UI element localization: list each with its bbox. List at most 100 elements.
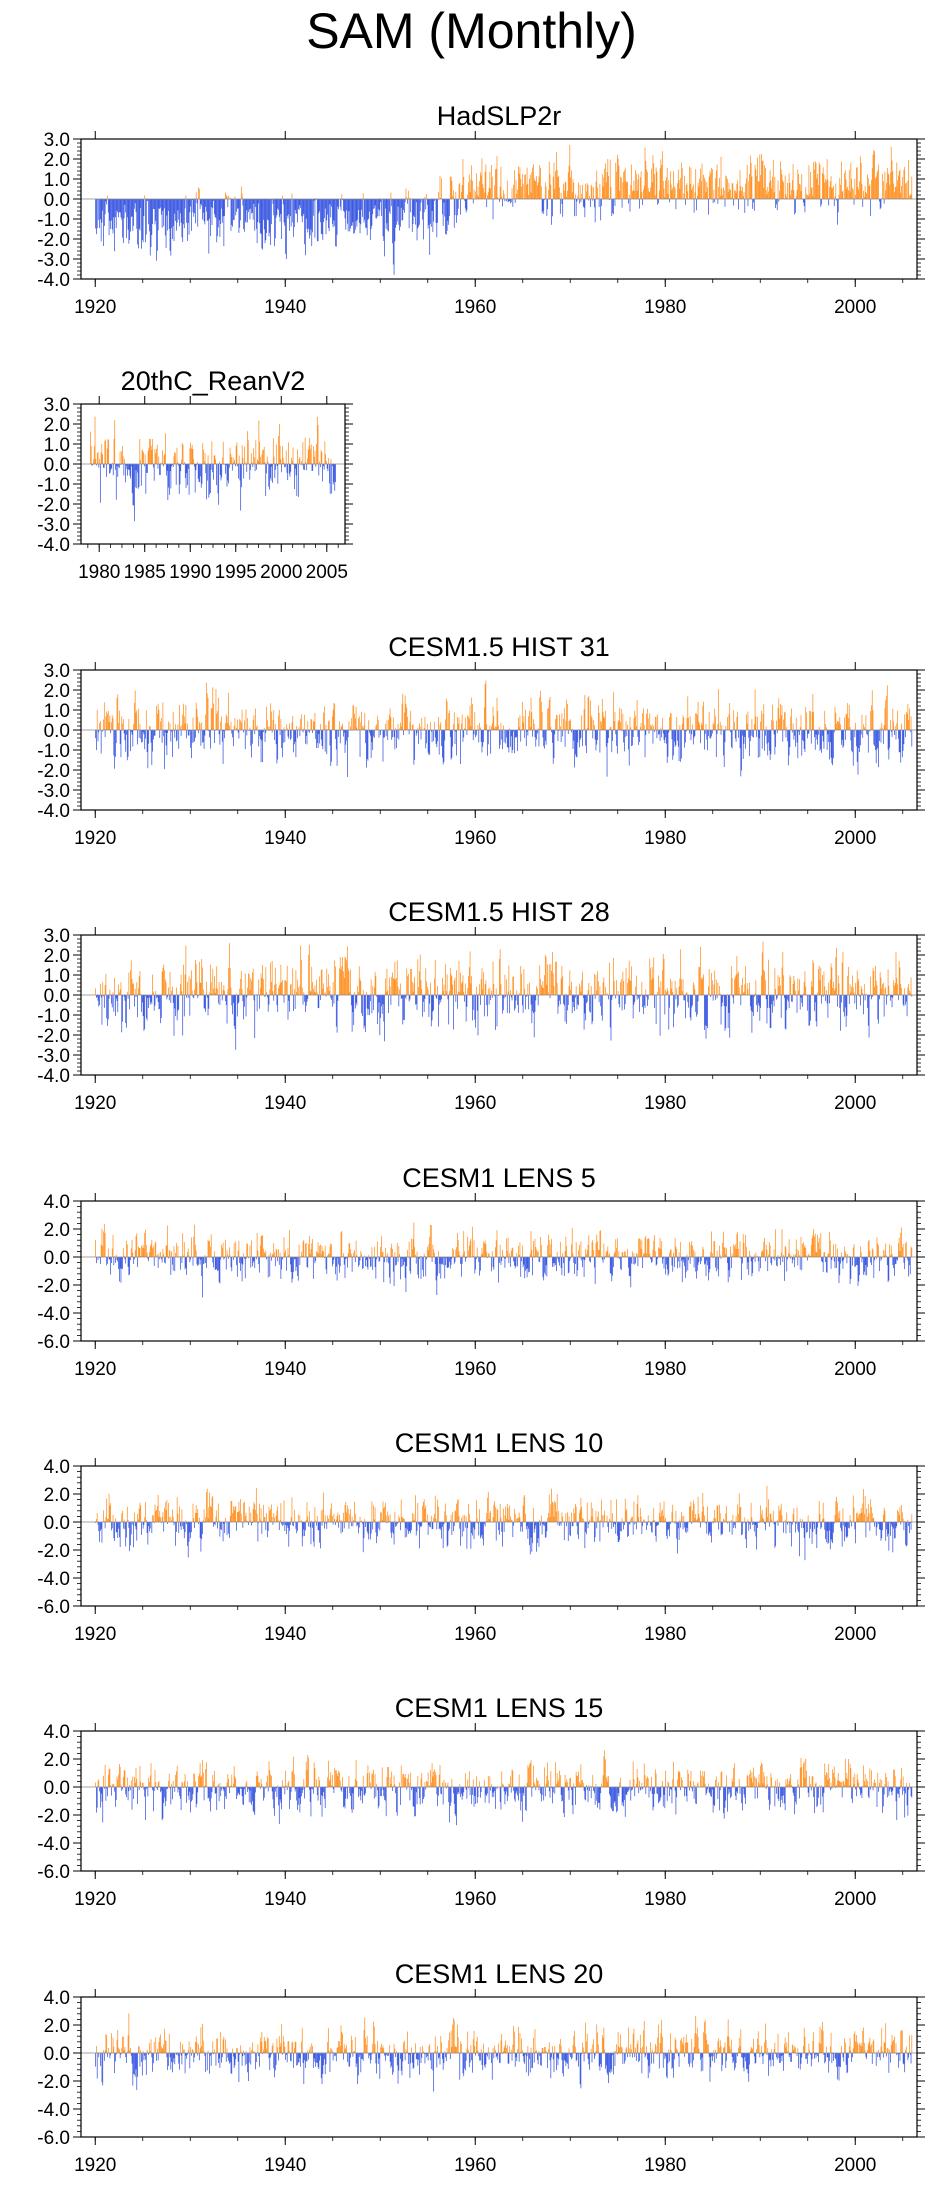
bar: [901, 177, 903, 199]
bar: [445, 199, 446, 235]
bar: [288, 199, 290, 215]
bar: [838, 1257, 840, 1284]
bar: [580, 199, 582, 202]
bar: [895, 186, 897, 199]
bar: [865, 1257, 867, 1266]
bar: [899, 730, 901, 753]
bar: [258, 1257, 260, 1265]
bar: [853, 199, 855, 205]
bar: [607, 730, 609, 743]
bar: [392, 730, 393, 738]
bar: [153, 991, 154, 995]
bar: [244, 973, 246, 995]
bar: [154, 449, 156, 464]
bar: [407, 1250, 408, 1257]
bar: [391, 1243, 393, 1257]
bar: [597, 187, 598, 199]
bar: [329, 199, 331, 205]
bar: [167, 730, 169, 733]
bar: [677, 1257, 679, 1262]
y-tick-label: 1.0: [44, 701, 70, 722]
bar: [520, 1257, 522, 1277]
bar: [620, 176, 621, 199]
bar: [670, 171, 671, 199]
bar: [314, 713, 316, 730]
bar: [911, 176, 913, 199]
bar: [419, 199, 421, 212]
bar: [393, 978, 395, 995]
bar: [211, 993, 213, 995]
bar: [154, 730, 156, 736]
bar: [841, 730, 843, 740]
bar: [191, 990, 193, 995]
bar: [178, 995, 180, 1010]
bar: [309, 944, 310, 995]
bar: [855, 983, 856, 995]
bar: [114, 199, 115, 252]
bar: [905, 183, 906, 199]
bar: [655, 716, 657, 730]
bar: [888, 730, 890, 760]
bar: [416, 995, 418, 1010]
bar: [412, 991, 414, 995]
bar: [471, 976, 473, 995]
bar: [637, 730, 639, 737]
bar: [438, 1251, 439, 1257]
bar: [533, 723, 535, 730]
bar: [687, 1257, 689, 1271]
bar: [752, 730, 754, 737]
bar: [669, 716, 670, 730]
bar: [388, 714, 390, 730]
bar: [389, 199, 391, 214]
bar: [837, 199, 839, 213]
bar: [139, 439, 141, 464]
bar: [449, 199, 450, 217]
bar: [160, 1251, 161, 1257]
bar: [730, 197, 732, 199]
bar: [249, 989, 251, 995]
bar: [662, 1257, 663, 1264]
bar: [542, 199, 544, 212]
bar: [868, 185, 870, 199]
bar: [673, 171, 674, 199]
bar: [510, 1257, 511, 1267]
bar: [252, 972, 253, 995]
bar: [336, 995, 338, 1033]
bar: [162, 1248, 164, 1257]
bar: [275, 464, 276, 470]
bar: [680, 730, 682, 762]
bar: [319, 461, 320, 464]
bar: [162, 702, 164, 730]
bar: [410, 1257, 412, 1274]
bar: [227, 989, 229, 995]
bar: [434, 199, 435, 201]
bar: [339, 957, 341, 995]
bar: [685, 995, 686, 1019]
bar: [576, 199, 578, 202]
bar: [117, 1257, 119, 1262]
y-tick-label: 0.0: [44, 986, 70, 1007]
bar: [346, 199, 347, 211]
bar: [273, 710, 275, 730]
bar: [662, 151, 663, 199]
bar: [288, 464, 290, 474]
bar: [233, 199, 234, 221]
bar: [402, 995, 404, 1025]
bar: [643, 724, 645, 730]
bar: [702, 977, 704, 995]
x-tick-label: 1995: [215, 562, 257, 583]
bar: [378, 730, 380, 738]
bar: [815, 1252, 817, 1257]
bar: [210, 1234, 212, 1257]
bar: [276, 995, 278, 1006]
bar: [306, 730, 308, 745]
bar: [255, 199, 256, 208]
bar: [836, 947, 837, 995]
bar: [863, 196, 865, 199]
bar: [488, 995, 490, 1005]
bar: [756, 995, 758, 1006]
bar: [197, 1257, 199, 1266]
bar: [200, 199, 202, 205]
bar: [166, 199, 168, 216]
bar: [707, 1257, 708, 1266]
